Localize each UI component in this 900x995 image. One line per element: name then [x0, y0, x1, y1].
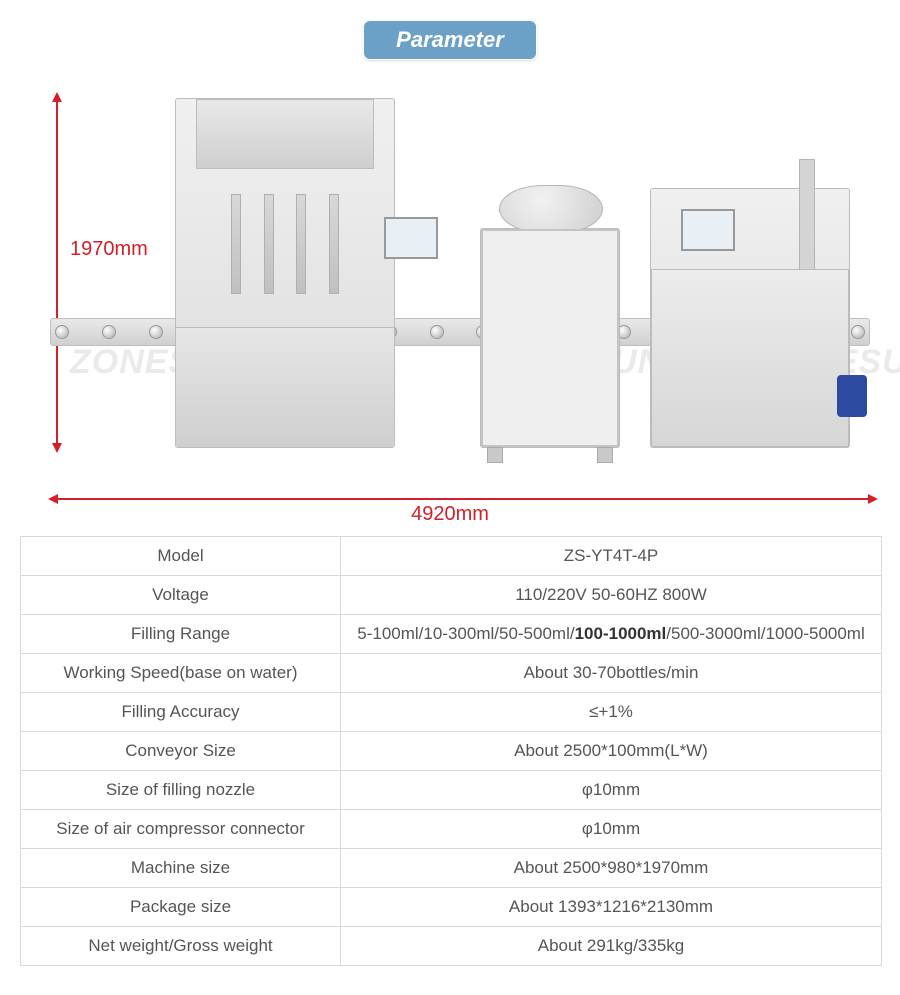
dimension-diagram: 1970mm ZONESUN ZONESUN ZONESUN	[20, 78, 880, 518]
param-value: φ10mm	[341, 771, 882, 810]
leg	[487, 447, 503, 463]
param-value-segment: /500-3000ml/1000-5000ml	[666, 624, 864, 643]
roller-icon	[102, 325, 116, 339]
param-value-segment: 5-100ml/10-300ml/50-500ml/	[357, 624, 574, 643]
roller-icon	[55, 325, 69, 339]
table-row: ModelZS-YT4T-4P	[21, 537, 882, 576]
parameter-table-body: ModelZS-YT4T-4PVoltage110/220V 50-60HZ 8…	[21, 537, 882, 966]
feeder-frame	[481, 229, 619, 447]
param-label: Package size	[21, 888, 341, 927]
cabinet	[176, 327, 394, 447]
hopper	[196, 99, 374, 169]
nozzle-icon	[296, 194, 306, 294]
table-row: Filling Range5-100ml/10-300ml/50-500ml/1…	[21, 615, 882, 654]
table-row: Size of air compressor connectorφ10mm	[21, 810, 882, 849]
param-label: Voltage	[21, 576, 341, 615]
roller-icon	[430, 325, 444, 339]
parameter-table: ModelZS-YT4T-4PVoltage110/220V 50-60HZ 8…	[20, 536, 882, 966]
param-value: About 2500*980*1970mm	[341, 849, 882, 888]
table-row: Conveyor SizeAbout 2500*100mm(L*W)	[21, 732, 882, 771]
param-value: About 1393*1216*2130mm	[341, 888, 882, 927]
param-label: Machine size	[21, 849, 341, 888]
hmi-screen-icon	[384, 217, 438, 259]
table-row: Net weight/Gross weightAbout 291kg/335kg	[21, 927, 882, 966]
table-row: Machine sizeAbout 2500*980*1970mm	[21, 849, 882, 888]
capper-column	[799, 159, 815, 279]
machine-line-illustration: ZONESUN ZONESUN ZONESUN	[120, 98, 870, 458]
table-row: Voltage110/220V 50-60HZ 800W	[21, 576, 882, 615]
roller-icon	[149, 325, 163, 339]
cap-feeder	[480, 228, 620, 448]
horizontal-dimension-arrow	[56, 498, 870, 500]
nozzle-icon	[231, 194, 241, 294]
param-label: Model	[21, 537, 341, 576]
param-value: About 291kg/335kg	[341, 927, 882, 966]
leg	[597, 447, 613, 463]
capping-machine	[650, 188, 850, 448]
nozzle-icon	[329, 194, 339, 294]
vertical-dimension-arrow	[56, 100, 58, 445]
hmi-screen-icon	[681, 209, 735, 251]
param-label: Filling Range	[21, 615, 341, 654]
param-label: Working Speed(base on water)	[21, 654, 341, 693]
param-value: About 30-70bottles/min	[341, 654, 882, 693]
param-value: 5-100ml/10-300ml/50-500ml/100-1000ml/500…	[341, 615, 882, 654]
roller-icon	[851, 325, 865, 339]
horizontal-dimension-label: 4920mm	[20, 503, 880, 526]
param-label: Net weight/Gross weight	[21, 927, 341, 966]
capper-body	[651, 269, 849, 447]
param-value: ZS-YT4T-4P	[341, 537, 882, 576]
table-row: Package sizeAbout 1393*1216*2130mm	[21, 888, 882, 927]
filling-nozzles	[231, 194, 339, 294]
param-label: Conveyor Size	[21, 732, 341, 771]
param-value-highlight: 100-1000ml	[575, 624, 667, 643]
section-title-badge: Parameter	[363, 20, 537, 60]
page: Parameter 1970mm ZONESUN ZONESUN ZONESUN	[0, 0, 900, 966]
table-row: Size of filling nozzleφ10mm	[21, 771, 882, 810]
param-label: Size of air compressor connector	[21, 810, 341, 849]
nozzle-icon	[264, 194, 274, 294]
param-label: Size of filling nozzle	[21, 771, 341, 810]
param-value: About 2500*100mm(L*W)	[341, 732, 882, 771]
table-row: Filling Accuracy≤+1%	[21, 693, 882, 732]
vibratory-bowl	[499, 185, 603, 233]
param-value: φ10mm	[341, 810, 882, 849]
filling-machine	[175, 98, 395, 448]
param-label: Filling Accuracy	[21, 693, 341, 732]
param-value: ≤+1%	[341, 693, 882, 732]
param-value: 110/220V 50-60HZ 800W	[341, 576, 882, 615]
motor-icon	[837, 375, 867, 417]
table-row: Working Speed(base on water)About 30-70b…	[21, 654, 882, 693]
